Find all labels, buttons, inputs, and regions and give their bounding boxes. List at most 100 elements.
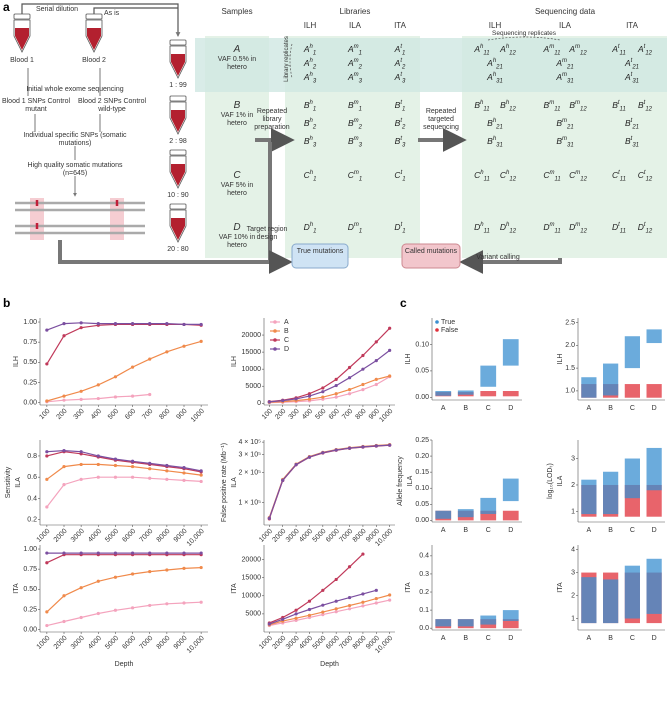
header: ILH [488, 21, 502, 30]
entry: Bh2 [304, 118, 316, 131]
entry-subscript: 1 [402, 228, 406, 235]
point [361, 592, 365, 596]
entry-superscript: t [400, 58, 402, 65]
series-line [46, 451, 202, 473]
entry-superscript: t [643, 222, 646, 229]
point [182, 471, 186, 475]
entry-subscript: 12 [579, 50, 587, 57]
legend-label: D [284, 346, 289, 353]
point [96, 611, 100, 616]
tube [13, 13, 31, 53]
series-line [269, 594, 390, 626]
entry-superscript: m [561, 58, 567, 65]
point [45, 623, 49, 628]
x-tick-label: 5000 [104, 528, 120, 544]
called-mutations-box [401, 243, 461, 269]
x-tick-label: D [508, 635, 513, 642]
point [62, 322, 66, 326]
ratio: 1 : 99 [169, 82, 187, 89]
y-tick-label: 1.5 [565, 365, 575, 372]
series-line [46, 340, 202, 402]
entry-superscript: m [561, 118, 567, 125]
tube [169, 95, 187, 135]
x-tick-label: 3000 [70, 528, 86, 544]
point [374, 377, 378, 382]
y-tick-label: 0.6 [27, 474, 37, 481]
x-tick-label: 600 [328, 408, 341, 421]
x-tick-label: D [508, 405, 513, 412]
entry: Bh3 [304, 136, 316, 149]
entry-base: B [303, 136, 310, 146]
entry-subscript: 2 [402, 124, 406, 131]
point [374, 588, 378, 592]
legend-marker [435, 320, 439, 324]
entry: Dm1 [348, 222, 362, 235]
point [294, 463, 298, 467]
x-tick-label: 1000 [378, 408, 394, 424]
strip [646, 384, 662, 398]
point [62, 483, 66, 487]
strip [646, 484, 662, 517]
point [113, 322, 118, 326]
x-tick-label: D [652, 405, 657, 412]
entry-base: A [303, 44, 310, 54]
point [294, 397, 298, 401]
entry-superscript: m [549, 44, 555, 51]
point [334, 395, 338, 399]
point [388, 374, 392, 378]
entry-superscript: h [309, 72, 313, 79]
entry: Am1 [348, 44, 362, 57]
entry-subscript: 3 [402, 142, 406, 149]
point [79, 389, 83, 393]
entry-base: B [303, 100, 310, 110]
entry: Dm12 [569, 222, 587, 235]
entry-base: A [303, 58, 310, 68]
point [113, 575, 118, 579]
strip [624, 458, 640, 499]
entry-superscript: t [617, 100, 620, 107]
point [96, 322, 100, 326]
entry-subscript: 11 [619, 106, 626, 113]
sample-vaf: VAF 10% in hetero [218, 234, 256, 249]
entry-subscript: 21 [496, 124, 503, 131]
point [199, 565, 203, 570]
x-tick-label: 5000 [104, 635, 120, 651]
entry-base: B [303, 118, 310, 128]
point [388, 593, 392, 597]
strip [435, 510, 452, 519]
point [334, 377, 338, 382]
point [45, 399, 49, 403]
series-line [46, 601, 202, 627]
header: ILA [558, 21, 571, 30]
entry-superscript: h [505, 100, 510, 107]
sample-vaf: VAF 5% in hetero [220, 182, 254, 197]
point [199, 479, 203, 484]
entry-subscript: 12 [579, 106, 587, 113]
entry-base: D [394, 222, 401, 232]
y-tick-label: 0 [257, 400, 261, 407]
point [45, 610, 49, 614]
point [113, 551, 118, 555]
point [45, 505, 49, 509]
entry: Am2 [348, 58, 362, 71]
point [96, 383, 100, 387]
label: Individual specific SNPs (somatic mutati… [23, 132, 127, 147]
entry-superscript: h [309, 100, 313, 107]
point [321, 610, 325, 614]
point [182, 478, 186, 482]
point [199, 339, 203, 343]
strip [502, 339, 519, 366]
entry-superscript: h [492, 72, 497, 79]
entry: Dt12 [638, 222, 653, 235]
entry-subscript: 11 [483, 228, 490, 235]
point [165, 463, 169, 468]
entry: Cm1 [348, 170, 362, 183]
entry-subscript: 2 [312, 64, 317, 71]
y-tick-label: 3 × 10⁵ [238, 452, 261, 459]
entry: Ah12 [500, 44, 516, 57]
point [148, 461, 152, 465]
series-line [268, 444, 390, 520]
entry-base: B [543, 100, 550, 110]
x-tick-label: 300 [288, 408, 301, 421]
entry-superscript: t [617, 44, 620, 51]
